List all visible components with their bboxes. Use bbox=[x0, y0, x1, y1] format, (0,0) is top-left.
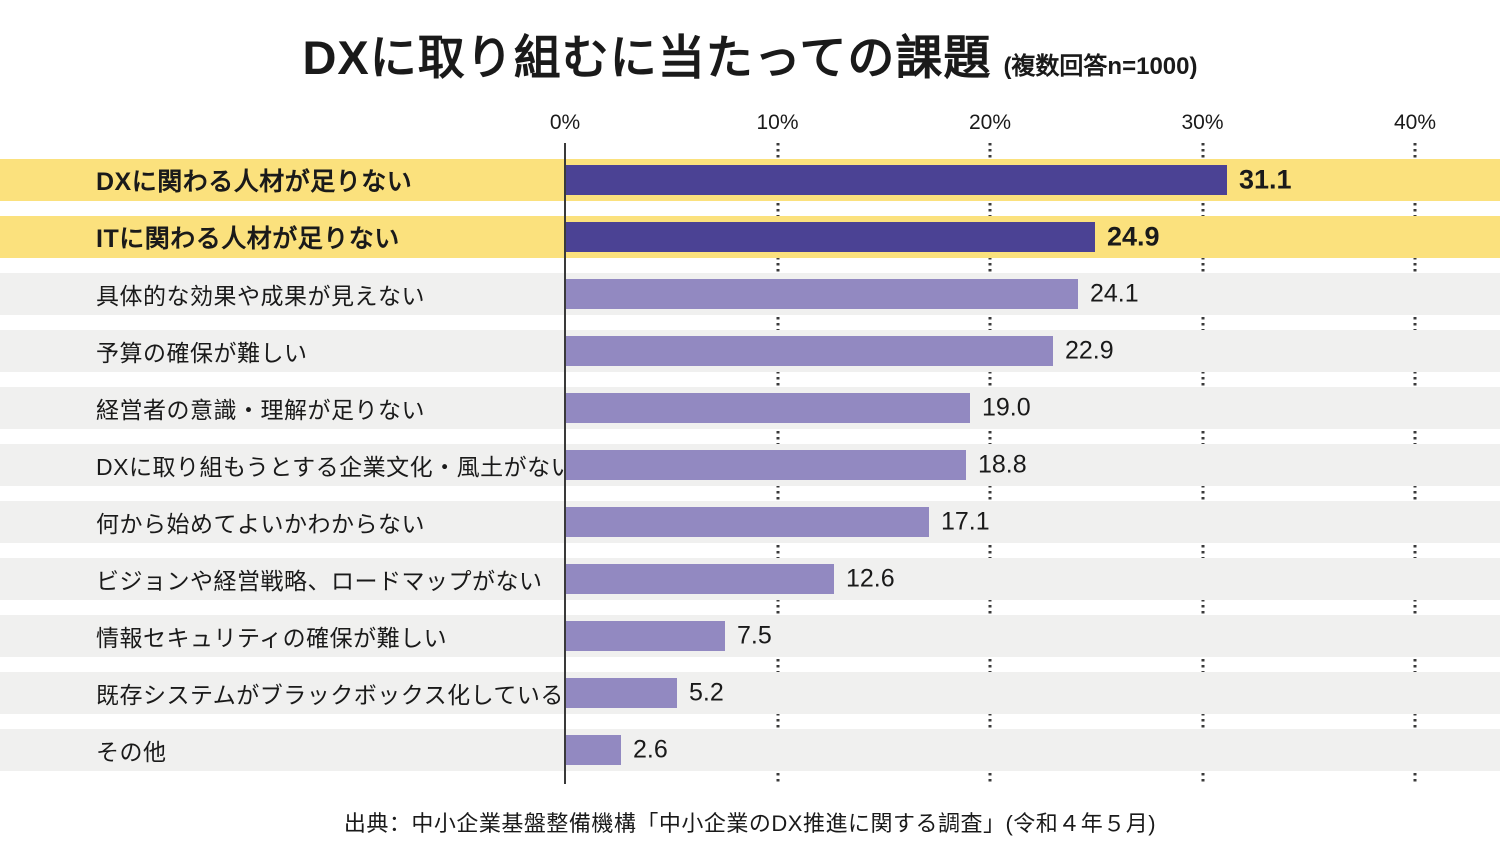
value-label: 5.2 bbox=[689, 678, 724, 707]
bar bbox=[566, 279, 1078, 309]
chart-row: 具体的な効果や成果が見えない 24.1 bbox=[0, 273, 1500, 315]
axis-tick-label: 40% bbox=[1393, 111, 1437, 134]
category-label: 経営者の意識・理解が足りない bbox=[96, 397, 425, 423]
value-label: 24.1 bbox=[1090, 279, 1139, 308]
value-label: 19.0 bbox=[982, 393, 1031, 422]
bar bbox=[566, 450, 966, 480]
category-label: ビジョンや経営戦略、ロードマップがない bbox=[96, 568, 543, 594]
bar bbox=[566, 678, 677, 708]
axis-tick-label: 10% bbox=[756, 111, 799, 134]
chart-row: 経営者の意識・理解が足りない 19.0 bbox=[0, 387, 1500, 429]
value-label: 31.1 bbox=[1239, 164, 1292, 195]
chart-row: ビジョンや経営戦略、ロードマップがない 12.6 bbox=[0, 558, 1500, 600]
chart-row: ITに関わる人材が足りない 24.9 bbox=[0, 216, 1500, 258]
source-citation: 出典：中小企業基盤整備機構「中小企業のDX推進に関する調査」(令和４年５月) bbox=[343, 811, 1157, 836]
bar bbox=[566, 507, 929, 537]
axis-tick-label: 0% bbox=[549, 111, 581, 134]
chart-subtitle: (複数回答n=1000) bbox=[1003, 53, 1198, 80]
bar bbox=[566, 564, 834, 594]
category-label: 情報セキュリティの確保が難しい bbox=[96, 625, 448, 651]
bar bbox=[566, 222, 1095, 252]
chart-row: 既存システムがブラックボックス化している 5.2 bbox=[0, 672, 1500, 714]
category-label: DXに関わる人材が足りない bbox=[96, 168, 413, 196]
axis-tick-label: 30% bbox=[1181, 111, 1224, 134]
value-label: 17.1 bbox=[941, 507, 990, 536]
chart-header: DXに取り組むに当たっての課題 (複数回答n=1000) bbox=[0, 30, 1500, 86]
category-label: 何から始めてよいかわからない bbox=[96, 511, 425, 537]
value-label: 7.5 bbox=[737, 621, 772, 650]
value-label: 22.9 bbox=[1065, 336, 1114, 365]
chart-row: DXに取り組もうとする企業文化・風土がない 18.8 bbox=[0, 444, 1500, 486]
category-label: DXに取り組もうとする企業文化・風土がない bbox=[96, 454, 575, 480]
value-label: 12.6 bbox=[846, 564, 895, 593]
bar bbox=[566, 621, 725, 651]
category-label: 具体的な効果や成果が見えない bbox=[96, 283, 425, 309]
chart-row: 情報セキュリティの確保が難しい 7.5 bbox=[0, 615, 1500, 657]
chart-title: DXに取り組むに当たっての課題 bbox=[302, 31, 992, 84]
value-label: 18.8 bbox=[978, 450, 1027, 479]
axis-zero-line bbox=[564, 143, 566, 784]
category-label: 既存システムがブラックボックス化している bbox=[96, 682, 564, 708]
chart-row: 予算の確保が難しい 22.9 bbox=[0, 330, 1500, 372]
category-label: 予算の確保が難しい bbox=[96, 340, 308, 366]
bar bbox=[566, 165, 1227, 195]
category-label: ITに関わる人材が足りない bbox=[96, 225, 400, 253]
chart-row: 何から始めてよいかわからない 17.1 bbox=[0, 501, 1500, 543]
bar bbox=[566, 735, 621, 765]
axis-tick-label: 20% bbox=[968, 111, 1012, 134]
value-label: 2.6 bbox=[633, 735, 668, 764]
chart-row: DXに関わる人材が足りない 31.1 bbox=[0, 159, 1500, 201]
category-label: その他 bbox=[96, 739, 167, 765]
bar bbox=[566, 393, 970, 423]
value-label: 24.9 bbox=[1107, 221, 1160, 252]
bar bbox=[566, 336, 1053, 366]
chart-row: その他 2.6 bbox=[0, 729, 1500, 771]
